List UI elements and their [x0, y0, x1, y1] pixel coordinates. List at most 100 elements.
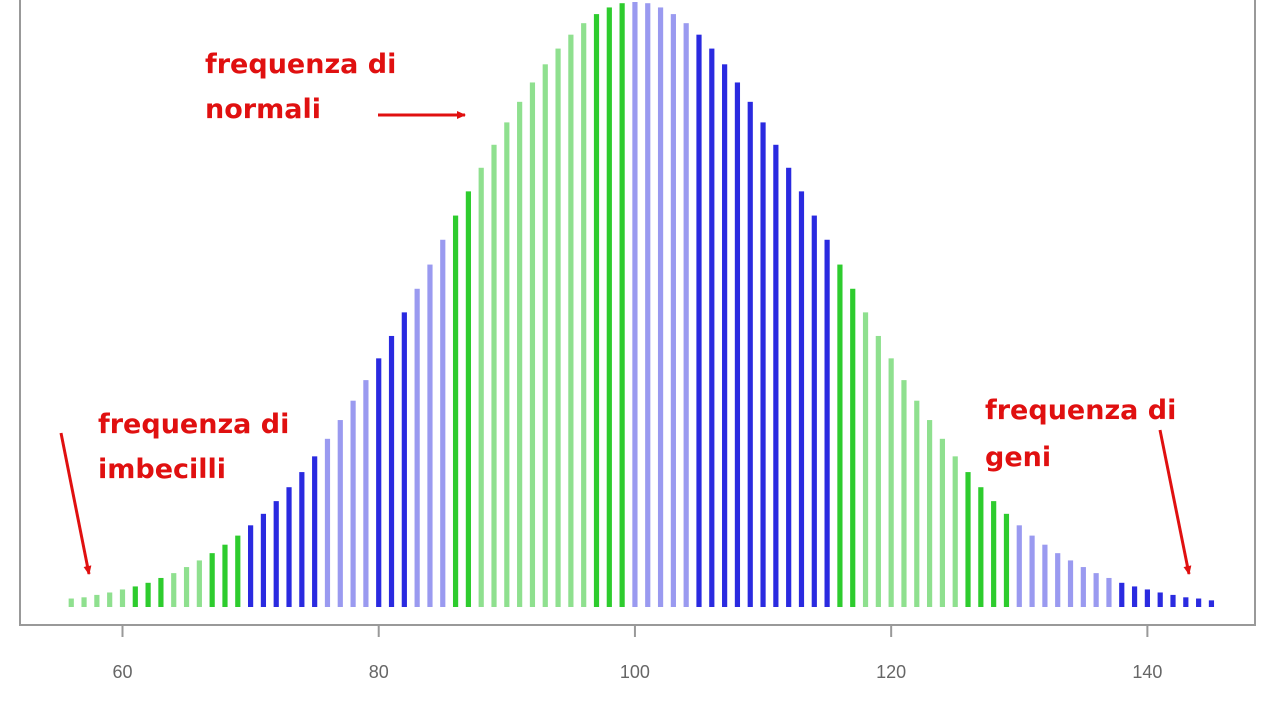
bar: [209, 553, 215, 607]
x-tick-label: 120: [876, 662, 906, 682]
bar: [670, 14, 676, 608]
bar: [401, 312, 407, 607]
bar: [1016, 525, 1022, 607]
bar: [414, 288, 420, 607]
annotation: frequenza di: [985, 395, 1176, 426]
bar: [581, 23, 587, 608]
bar: [760, 122, 766, 608]
bar: [1196, 598, 1202, 607]
bar: [119, 589, 126, 607]
bar: [299, 472, 305, 607]
bar: [1144, 589, 1150, 607]
bar: [850, 288, 856, 607]
bar: [1055, 553, 1061, 607]
bar: [837, 264, 843, 607]
bar: [363, 380, 369, 607]
bar: [991, 501, 997, 607]
bar: [68, 598, 74, 607]
bar: [1106, 577, 1112, 607]
bar: [145, 582, 151, 607]
bar: [132, 586, 138, 607]
bar: [542, 64, 548, 607]
bar: [939, 438, 946, 607]
bar: [350, 400, 356, 607]
bar: [965, 472, 971, 607]
bar: [722, 64, 728, 607]
bar: [1093, 573, 1099, 607]
bar: [734, 82, 741, 608]
bar: [273, 501, 279, 607]
annotation: frequenza di: [98, 409, 289, 440]
bar: [440, 239, 446, 607]
bar: [568, 34, 574, 608]
bar: [709, 48, 715, 607]
bar: [1029, 535, 1035, 607]
bar: [324, 438, 331, 607]
arrow: [59, 432, 92, 575]
bar: [593, 14, 600, 608]
bar: [645, 3, 651, 607]
bar: [504, 122, 510, 608]
x-tick-label: 80: [369, 662, 389, 682]
bar: [824, 239, 830, 607]
bar: [683, 23, 689, 608]
arrow: [1158, 429, 1192, 575]
bar: [914, 400, 920, 607]
bar: [862, 312, 869, 607]
bar: [312, 456, 318, 607]
bar: [81, 597, 87, 607]
bar: [875, 335, 881, 607]
bar: [196, 560, 202, 607]
bar: [1157, 592, 1163, 607]
bar: [773, 144, 779, 607]
bar: [952, 456, 958, 607]
bar: [798, 191, 805, 608]
bar: [1208, 600, 1215, 607]
bar: [235, 535, 241, 607]
bar: [1183, 597, 1189, 607]
bar: [248, 525, 254, 607]
bar: [1003, 513, 1010, 607]
bar: [171, 573, 177, 607]
bar: [888, 358, 894, 607]
bar: [696, 34, 702, 608]
bar: [619, 3, 625, 607]
bar: [1131, 586, 1138, 607]
bar: [376, 358, 382, 607]
annotation: imbecilli: [98, 454, 226, 485]
bar: [183, 567, 190, 607]
annotation: geni: [985, 442, 1051, 473]
x-tick-label: 60: [112, 662, 132, 682]
bar: [657, 7, 664, 607]
bar: [517, 101, 523, 607]
x-tick-label: 100: [620, 662, 650, 682]
plot-frame: [19, 0, 1256, 626]
bar: [452, 215, 459, 607]
bar: [260, 513, 267, 607]
bar: [1170, 594, 1176, 607]
bar: [529, 82, 536, 608]
bar: [491, 144, 497, 607]
bar: [1067, 560, 1074, 607]
x-tick-label: 140: [1132, 662, 1162, 682]
bar: [606, 7, 612, 607]
bars: [68, 2, 1215, 608]
annotation: normali: [205, 94, 321, 125]
bar: [786, 167, 792, 607]
bar: [478, 167, 484, 607]
bar: [94, 594, 100, 607]
bar: [222, 544, 228, 607]
bar: [337, 420, 343, 607]
bar: [901, 380, 907, 607]
bar: [811, 215, 817, 607]
bar: [978, 487, 984, 607]
bar: [632, 2, 638, 607]
bar: [747, 101, 753, 607]
bar: [926, 420, 933, 607]
annotation: frequenza di: [205, 49, 396, 80]
bar: [1080, 567, 1086, 607]
bar: [1119, 582, 1125, 607]
bar: [555, 48, 561, 607]
bar: [1042, 544, 1048, 607]
